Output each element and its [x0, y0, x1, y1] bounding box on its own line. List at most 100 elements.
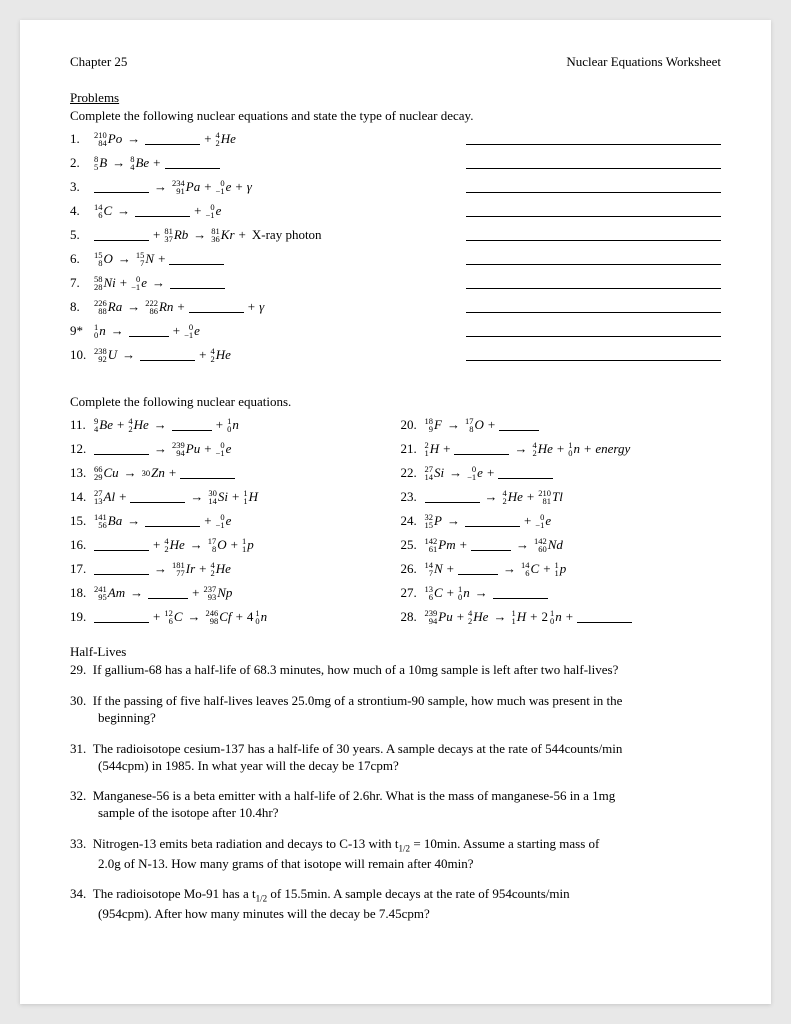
word-problem-line1: 32. Manganese-56 is a beta emitter with … — [70, 788, 721, 805]
word-problem: 33. Nitrogen-13 emits beta radiation and… — [70, 836, 721, 872]
nuclide-Pu239b: 23994Pu — [425, 609, 453, 626]
fill-blank[interactable] — [148, 588, 188, 599]
answer-line[interactable] — [466, 158, 721, 169]
fill-blank[interactable] — [145, 134, 200, 145]
answer-line[interactable] — [466, 302, 721, 313]
problem-row: 9*10n→+0−1e — [70, 320, 721, 342]
equation: 14156Ba→+0−1e — [94, 513, 231, 530]
problem-row: 14.2713Al+→3014Si+11H — [70, 486, 391, 508]
answer-line[interactable] — [466, 206, 721, 217]
nuclide-e0: 0−1e — [467, 465, 483, 482]
fill-blank[interactable] — [180, 468, 235, 479]
problem-row: 11.94Be+42He→+10n — [70, 414, 391, 436]
answer-line[interactable] — [466, 254, 721, 265]
fill-blank[interactable] — [165, 158, 220, 169]
arrow-icon: → — [514, 441, 527, 457]
problem-row: 22.2714Si→0−1e+ — [401, 462, 722, 484]
answer-line[interactable] — [466, 230, 721, 241]
fill-blank[interactable] — [94, 612, 149, 623]
answer-line[interactable] — [466, 278, 721, 289]
nuclide-N14: 147N — [425, 561, 443, 578]
equation: →23491Pa+0−1e+γ — [94, 179, 252, 196]
arrow-icon: → — [154, 417, 167, 433]
arrow-icon: → — [193, 227, 206, 243]
word-problem-line2: beginning? — [70, 710, 721, 727]
nuclide-Pm142: 14261Pm — [425, 537, 456, 554]
nuclide-He4: 42He — [210, 561, 230, 578]
problem-number: 11. — [70, 417, 94, 433]
fill-blank[interactable] — [94, 564, 149, 575]
problem-row: 20.189F→178O+ — [401, 414, 722, 436]
problem-number: 26. — [401, 561, 425, 577]
equation: 2713Al+→3014Si+11H — [94, 489, 258, 506]
nuclide-B8: 85B — [94, 155, 107, 172]
problem-number: 7. — [70, 275, 94, 291]
equation: 23994Pu+42He→11H+210n+ — [425, 609, 633, 626]
problem-number: 21. — [401, 441, 425, 457]
fill-blank[interactable] — [189, 302, 244, 313]
problem-row: 25.14261Pm+→14260Nd — [401, 534, 722, 556]
fill-blank[interactable] — [499, 420, 539, 431]
word-problem-line1: 34. The radioisotope Mo-91 has a t1/2 of… — [70, 886, 721, 905]
arrow-icon: → — [154, 561, 167, 577]
nuclide-Ir181: 18177Ir — [172, 561, 195, 578]
arrow-icon: → — [122, 347, 135, 363]
fill-blank[interactable] — [135, 206, 190, 217]
problem-number: 16. — [70, 537, 94, 553]
fill-blank[interactable] — [498, 468, 553, 479]
problem-row: 16.+42He→178O+11p — [70, 534, 391, 556]
fill-blank[interactable] — [94, 230, 149, 241]
word-problem-line2: sample of the isotope after 10.4hr? — [70, 805, 721, 822]
nuclide-He4: 42He — [468, 609, 488, 626]
fill-blank[interactable] — [458, 564, 498, 575]
equation: 14261Pm+→14260Nd — [425, 537, 563, 554]
answer-line[interactable] — [466, 350, 721, 361]
fill-blank[interactable] — [94, 540, 149, 551]
arrow-icon: → — [130, 585, 143, 601]
problems-list-2: 11.94Be+42He→+10n12.→23994Pu+0−1e13.6629… — [70, 414, 721, 630]
answer-line[interactable] — [466, 134, 721, 145]
fill-blank[interactable] — [169, 254, 224, 265]
answer-line[interactable] — [466, 326, 721, 337]
fill-blank[interactable] — [94, 182, 149, 193]
fill-blank[interactable] — [172, 420, 212, 431]
arrow-icon: → — [190, 489, 203, 505]
fill-blank[interactable] — [454, 444, 509, 455]
equation: 85B→84Be+ — [94, 155, 220, 172]
answer-line[interactable] — [466, 182, 721, 193]
fill-blank[interactable] — [140, 350, 195, 361]
fill-blank[interactable] — [493, 588, 548, 599]
nuclide-C14: 146C — [94, 203, 112, 220]
nuclide-Ni58: 5828Ni — [94, 275, 116, 292]
equation: →18177Ir+42He — [94, 561, 231, 578]
arrow-icon: → — [485, 489, 498, 505]
problem-number: 25. — [401, 537, 425, 553]
nuclide-He4: 42He — [128, 417, 148, 434]
fill-blank[interactable] — [145, 516, 200, 527]
arrow-icon: → — [117, 203, 130, 219]
fill-blank[interactable] — [94, 444, 149, 455]
fill-blank[interactable] — [129, 326, 169, 337]
fill-blank[interactable] — [471, 540, 511, 551]
word-problem-line1: 30. If the passing of five half-lives le… — [70, 693, 721, 710]
equation: 22688Ra→22286Rn++γ — [94, 299, 264, 316]
problem-number: 13. — [70, 465, 94, 481]
fill-blank[interactable] — [577, 612, 632, 623]
problem-row: 12.→23994Pu+0−1e — [70, 438, 391, 460]
fill-blank[interactable] — [130, 492, 185, 503]
problem-number: 28. — [401, 609, 425, 625]
nuclide-Cu66: 6629Cu — [94, 465, 119, 482]
nuclide-Ba141: 14156Ba — [94, 513, 122, 530]
problem-number: 5. — [70, 227, 94, 243]
nuclide-Rb81: 8137Rb — [164, 227, 188, 244]
problem-row: 5.+8137Rb→8136Kr+ X-ray photon — [70, 224, 721, 246]
nuclide-He4: 42He — [164, 537, 184, 554]
equation: 189F→178O+ — [425, 417, 540, 434]
fill-blank[interactable] — [425, 492, 480, 503]
equation: 147N+→146C+11p — [425, 561, 567, 578]
problem-row: 8.22688Ra→22286Rn++γ — [70, 296, 721, 318]
worksheet-page: Chapter 25 Nuclear Equations Worksheet P… — [20, 20, 771, 1004]
fill-blank[interactable] — [465, 516, 520, 527]
problem-number: 17. — [70, 561, 94, 577]
fill-blank[interactable] — [170, 278, 225, 289]
